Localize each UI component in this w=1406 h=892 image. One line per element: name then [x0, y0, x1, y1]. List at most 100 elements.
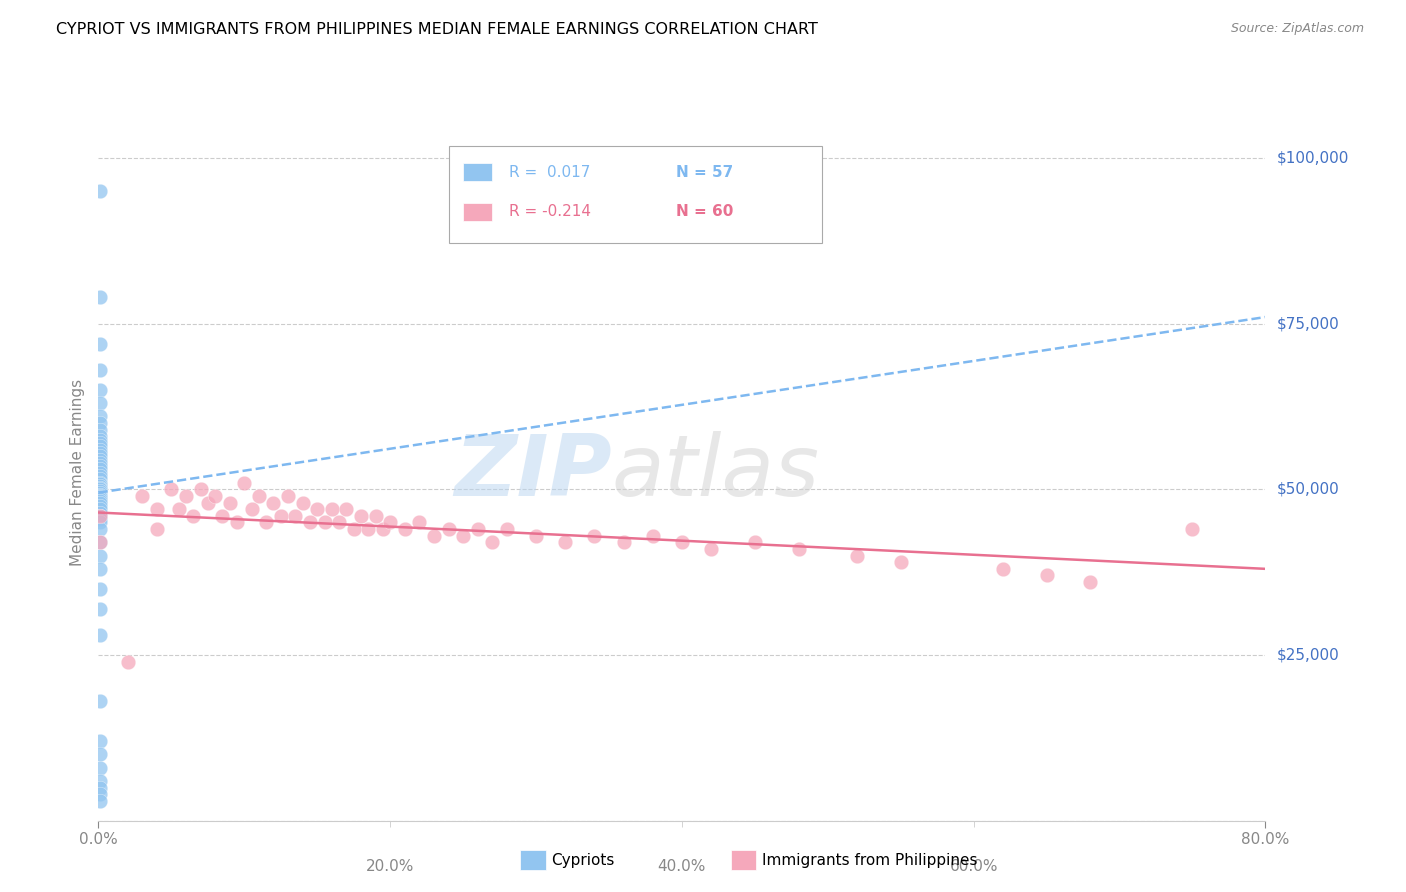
Point: [89, 459, 111, 474]
Point: [89, 508, 111, 523]
Text: R =  0.017: R = 0.017: [509, 165, 591, 179]
Point: [89, 466, 111, 480]
Point: [89, 472, 111, 486]
Point: [89, 506, 111, 520]
Point: [1035, 568, 1057, 582]
Point: [845, 549, 868, 563]
Text: $25,000: $25,000: [1277, 648, 1340, 663]
Text: $75,000: $75,000: [1277, 316, 1340, 331]
Point: [89, 495, 111, 509]
Point: [291, 495, 314, 509]
Point: [394, 522, 416, 536]
Point: [89, 535, 111, 549]
Point: [1080, 575, 1102, 590]
Point: [89, 512, 111, 526]
Text: R = -0.214: R = -0.214: [509, 204, 591, 219]
Text: Immigrants from Philippines: Immigrants from Philippines: [762, 854, 977, 868]
Point: [146, 502, 169, 516]
Point: [991, 562, 1014, 576]
Point: [89, 494, 111, 508]
Point: [89, 549, 111, 563]
Point: [89, 628, 111, 642]
Point: [314, 516, 336, 530]
Point: [89, 396, 111, 410]
Point: [335, 502, 357, 516]
Point: [89, 483, 111, 497]
Point: [89, 439, 111, 453]
FancyBboxPatch shape: [463, 203, 492, 220]
Point: [89, 490, 111, 504]
Point: [117, 655, 139, 669]
Point: [307, 502, 329, 516]
Point: [89, 483, 111, 498]
Point: [89, 601, 111, 615]
Point: [298, 516, 321, 530]
Point: [89, 499, 111, 513]
Point: [89, 436, 111, 450]
FancyBboxPatch shape: [463, 163, 492, 181]
Point: [89, 787, 111, 801]
Point: [89, 522, 111, 536]
Point: [146, 522, 169, 536]
Point: [211, 508, 233, 523]
Point: [89, 462, 111, 476]
Point: [495, 522, 517, 536]
Point: [89, 442, 111, 457]
Text: N = 57: N = 57: [676, 165, 734, 179]
Text: ZIP: ZIP: [454, 431, 612, 515]
Point: [700, 541, 723, 556]
Point: [612, 535, 634, 549]
Point: [378, 516, 402, 530]
Point: [277, 489, 299, 503]
Point: [218, 495, 240, 509]
Point: [371, 522, 394, 536]
Point: [160, 483, 183, 497]
Point: [226, 516, 249, 530]
Point: [204, 489, 226, 503]
Point: [524, 529, 547, 543]
Point: [131, 489, 153, 503]
Point: [89, 184, 111, 198]
Point: [744, 535, 766, 549]
Point: [262, 495, 284, 509]
Point: [89, 489, 111, 503]
Point: [89, 481, 111, 495]
Point: [328, 516, 350, 530]
Text: 20.0%: 20.0%: [366, 859, 415, 874]
Point: [364, 508, 387, 523]
Point: [89, 469, 111, 483]
FancyBboxPatch shape: [449, 145, 823, 244]
Point: [787, 541, 810, 556]
Point: [451, 529, 474, 543]
Point: [89, 423, 111, 437]
Point: [89, 409, 111, 424]
Point: [89, 446, 111, 460]
Point: [583, 529, 606, 543]
Point: [89, 508, 111, 523]
Point: [89, 452, 111, 467]
Point: [247, 489, 270, 503]
Point: [89, 290, 111, 304]
Point: [190, 483, 212, 497]
Point: [89, 383, 111, 397]
Point: [89, 761, 111, 775]
Point: [437, 522, 460, 536]
Point: [89, 734, 111, 748]
Point: [343, 522, 366, 536]
Point: [89, 535, 111, 549]
Point: [270, 508, 292, 523]
Point: [89, 363, 111, 377]
Point: [89, 488, 111, 502]
Text: N = 60: N = 60: [676, 204, 734, 219]
Point: [890, 555, 912, 569]
Point: [408, 516, 430, 530]
Text: 40.0%: 40.0%: [658, 859, 706, 874]
Point: [89, 485, 111, 500]
Point: [467, 522, 489, 536]
Point: [357, 522, 380, 536]
Point: [89, 780, 111, 795]
Point: [481, 535, 503, 549]
Text: CYPRIOT VS IMMIGRANTS FROM PHILIPPINES MEDIAN FEMALE EARNINGS CORRELATION CHART: CYPRIOT VS IMMIGRANTS FROM PHILIPPINES M…: [56, 22, 818, 37]
Point: [89, 747, 111, 762]
Text: $100,000: $100,000: [1277, 151, 1348, 166]
